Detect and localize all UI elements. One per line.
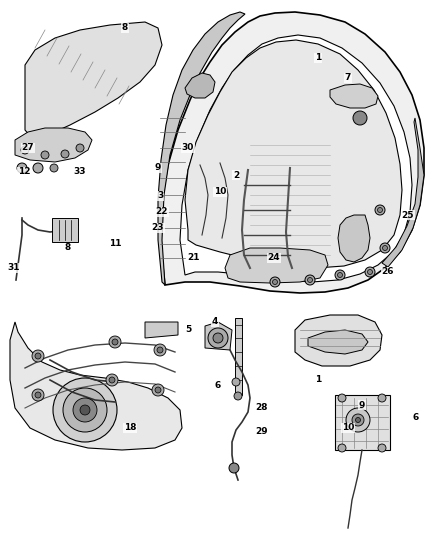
Circle shape xyxy=(213,333,223,343)
Polygon shape xyxy=(15,128,92,162)
Circle shape xyxy=(109,377,115,383)
Text: 30: 30 xyxy=(182,143,194,152)
Circle shape xyxy=(338,394,346,402)
Text: 1: 1 xyxy=(315,53,321,62)
Polygon shape xyxy=(185,73,215,98)
Text: 7: 7 xyxy=(345,74,351,83)
Text: 10: 10 xyxy=(214,188,226,197)
Circle shape xyxy=(234,392,242,400)
Polygon shape xyxy=(235,318,242,395)
Text: 33: 33 xyxy=(74,167,86,176)
Circle shape xyxy=(73,398,97,422)
Polygon shape xyxy=(10,322,182,450)
Circle shape xyxy=(157,347,163,353)
Circle shape xyxy=(33,163,43,173)
Text: 27: 27 xyxy=(22,143,34,152)
Circle shape xyxy=(353,111,367,125)
Circle shape xyxy=(109,336,121,348)
Polygon shape xyxy=(180,35,412,282)
Polygon shape xyxy=(158,12,245,285)
Circle shape xyxy=(346,408,370,432)
Circle shape xyxy=(50,164,58,172)
Circle shape xyxy=(272,279,278,285)
Circle shape xyxy=(21,146,29,154)
Circle shape xyxy=(307,278,312,282)
Text: 26: 26 xyxy=(382,268,394,277)
Text: 12: 12 xyxy=(18,167,30,176)
Text: 29: 29 xyxy=(256,427,268,437)
Circle shape xyxy=(356,417,360,423)
Text: 10: 10 xyxy=(342,424,354,432)
Circle shape xyxy=(155,387,161,393)
Text: 31: 31 xyxy=(8,263,20,272)
Text: 25: 25 xyxy=(402,211,414,220)
Polygon shape xyxy=(52,218,78,242)
Polygon shape xyxy=(205,322,232,350)
Circle shape xyxy=(76,144,84,152)
Circle shape xyxy=(17,163,27,173)
Text: 21: 21 xyxy=(188,254,200,262)
Polygon shape xyxy=(330,84,378,108)
Polygon shape xyxy=(160,12,424,293)
Circle shape xyxy=(80,405,90,415)
Circle shape xyxy=(365,267,375,277)
Circle shape xyxy=(61,150,69,158)
Circle shape xyxy=(270,277,280,287)
Text: 22: 22 xyxy=(156,207,168,216)
Polygon shape xyxy=(382,118,424,267)
Circle shape xyxy=(41,151,49,159)
Circle shape xyxy=(338,444,346,452)
Polygon shape xyxy=(185,40,402,268)
Polygon shape xyxy=(338,215,370,262)
Text: 24: 24 xyxy=(268,254,280,262)
Circle shape xyxy=(208,328,228,348)
Circle shape xyxy=(35,392,41,398)
Circle shape xyxy=(352,414,364,426)
Circle shape xyxy=(32,389,44,401)
Text: 9: 9 xyxy=(155,164,161,173)
Circle shape xyxy=(106,374,118,386)
Circle shape xyxy=(375,205,385,215)
Circle shape xyxy=(112,339,118,345)
Text: 11: 11 xyxy=(109,238,121,247)
Circle shape xyxy=(232,378,240,386)
Circle shape xyxy=(53,378,117,442)
Text: 6: 6 xyxy=(413,414,419,423)
Text: 5: 5 xyxy=(185,326,191,335)
Circle shape xyxy=(305,275,315,285)
Text: 6: 6 xyxy=(215,381,221,390)
Circle shape xyxy=(229,463,239,473)
Circle shape xyxy=(382,246,388,251)
Circle shape xyxy=(35,353,41,359)
Text: 3: 3 xyxy=(157,191,163,200)
Circle shape xyxy=(335,270,345,280)
Circle shape xyxy=(338,272,343,278)
Circle shape xyxy=(152,384,164,396)
Text: 4: 4 xyxy=(212,318,218,327)
Circle shape xyxy=(32,350,44,362)
Text: 1: 1 xyxy=(315,376,321,384)
Polygon shape xyxy=(25,22,162,138)
Text: 18: 18 xyxy=(124,424,136,432)
Text: 2: 2 xyxy=(233,171,239,180)
Circle shape xyxy=(378,207,382,213)
Circle shape xyxy=(378,394,386,402)
Circle shape xyxy=(378,444,386,452)
Circle shape xyxy=(380,243,390,253)
Text: 23: 23 xyxy=(152,223,164,232)
Text: 8: 8 xyxy=(122,23,128,33)
Text: 9: 9 xyxy=(359,400,365,409)
Text: 28: 28 xyxy=(256,403,268,413)
Circle shape xyxy=(63,388,107,432)
Polygon shape xyxy=(295,315,382,366)
Text: 8: 8 xyxy=(65,244,71,253)
Circle shape xyxy=(154,344,166,356)
Polygon shape xyxy=(308,330,368,354)
Polygon shape xyxy=(335,395,390,450)
Polygon shape xyxy=(145,322,178,338)
Polygon shape xyxy=(225,248,328,283)
Circle shape xyxy=(367,270,372,274)
